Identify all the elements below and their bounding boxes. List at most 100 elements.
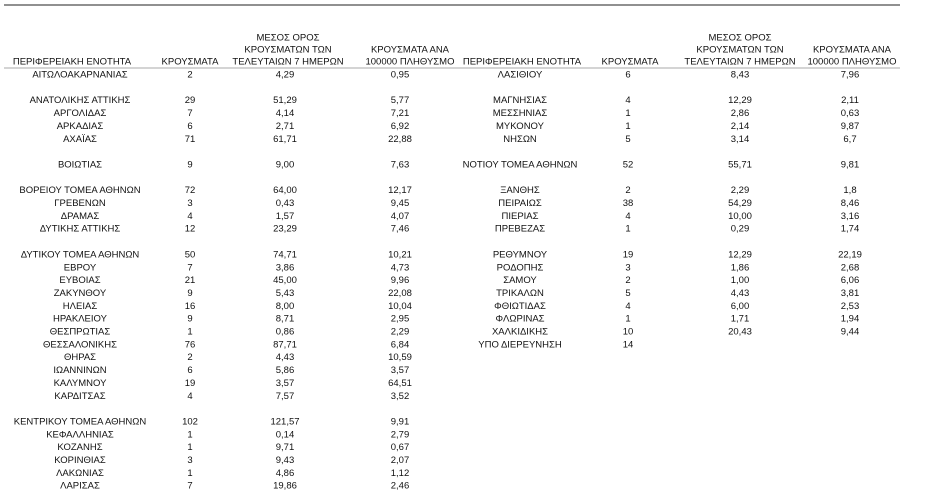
cell-value: 4 <box>625 301 630 312</box>
region-name: ΒΟΙΩΤΙΑΣ <box>58 159 102 170</box>
cell-value: 50 <box>185 249 196 260</box>
region-name: ΑΝΑΤΟΛΙΚΗΣ ΑΤΤΙΚΗΣ <box>30 95 131 106</box>
region-name: ΔΡΑΜΑΣ <box>61 211 100 222</box>
cell-value: 6,00 <box>731 301 750 312</box>
cell-value: 9,91 <box>391 416 410 427</box>
cell-value: 2 <box>187 70 192 81</box>
cell-value: 8,46 <box>841 198 860 209</box>
column-header: ΤΕΛΕΥΤΑΙΩΝ 7 ΗΜΕΡΩΝ <box>684 57 795 68</box>
cell-value: 72 <box>185 185 196 196</box>
cell-value: 9 <box>187 314 192 325</box>
cell-value: 9,87 <box>841 121 860 132</box>
cell-value: 12,29 <box>728 95 752 106</box>
region-name: ΑΡΓΟΛΙΔΑΣ <box>54 108 107 119</box>
region-name: ΜΑΓΝΗΣΙΑΣ <box>493 95 547 106</box>
column-header: 100000 ΠΛΗΘΥΣΜΟ <box>807 57 896 68</box>
cell-value: 8,71 <box>276 314 295 325</box>
region-name: ΚΕΝΤΡΙΚΟΥ ΤΟΜΕΑ ΑΘΗΝΩΝ <box>14 416 147 427</box>
region-name: ΑΙΤΩΛΟΑΚΑΡΝΑΝΙΑΣ <box>32 70 127 81</box>
cell-value: 64,00 <box>273 185 297 196</box>
cell-value: 2,53 <box>841 301 860 312</box>
region-name: ΡΕΘΥΜΝΟΥ <box>493 249 548 260</box>
cell-value: 3,86 <box>276 262 295 273</box>
cell-value: 0,67 <box>391 442 410 453</box>
cell-value: 2,86 <box>731 108 750 119</box>
cell-value: 22,19 <box>838 249 862 260</box>
cell-value: 1 <box>187 442 192 453</box>
cell-value: 6 <box>625 70 630 81</box>
cell-value: 1,8 <box>843 185 856 196</box>
column-header: ΤΕΛΕΥΤΑΙΩΝ 7 ΗΜΕΡΩΝ <box>232 57 343 68</box>
cell-value: 14 <box>623 339 634 350</box>
cell-value: 10,59 <box>388 352 412 363</box>
cell-value: 16 <box>185 301 196 312</box>
column-header: ΚΡΟΥΣΜΑΤΩΝ ΤΩΝ <box>244 45 331 56</box>
cell-value: 3 <box>187 198 192 209</box>
cell-value: 9,45 <box>391 198 410 209</box>
cell-value: 2,95 <box>391 314 410 325</box>
cell-value: 4 <box>625 95 630 106</box>
region-name: ΚΑΡΔΙΤΣΑΣ <box>54 391 105 402</box>
cell-value: 10,00 <box>728 211 752 222</box>
region-name: ΘΕΣΣΑΛΟΝΙΚΗΣ <box>43 339 117 350</box>
cell-value: 10,21 <box>388 249 412 260</box>
cell-value: 12,29 <box>728 249 752 260</box>
region-name: ΝΟΤΙΟΥ ΤΟΜΕΑ ΑΘΗΝΩΝ <box>463 159 578 170</box>
cell-value: 29 <box>185 95 196 106</box>
region-name: ΘΗΡΑΣ <box>64 352 96 363</box>
region-name: ΜΥΚΟΝΟΥ <box>496 121 545 132</box>
column-header: 100000 ΠΛΗΘΥΣΜΟ <box>365 57 454 68</box>
cell-value: 22,08 <box>388 288 412 299</box>
cell-value: 5,43 <box>276 288 295 299</box>
cell-value: 2,11 <box>841 95 859 106</box>
cell-value: 2,71 <box>276 121 295 132</box>
cell-value: 74,71 <box>273 249 297 260</box>
cell-value: 5 <box>625 134 630 145</box>
cell-value: 5 <box>625 288 630 299</box>
cell-value: 1,71 <box>731 314 750 325</box>
cell-value: 52 <box>623 159 634 170</box>
column-header: ΠΕΡΙΦΕΡΕΙΑΚΗ ΕΝΟΤΗΤΑ <box>13 57 132 68</box>
region-name: ΚΟΖΑΝΗΣ <box>57 442 102 453</box>
cell-value: 2,46 <box>391 481 410 492</box>
cell-value: 9,43 <box>276 455 295 466</box>
cell-value: 7 <box>187 481 192 492</box>
region-name: ΧΑΛΚΙΔΙΚΗΣ <box>492 327 548 338</box>
cell-value: 9,44 <box>841 327 860 338</box>
cell-value: 9 <box>187 159 192 170</box>
cell-value: 5,77 <box>391 95 410 106</box>
region-name: ΕΒΡΟΥ <box>64 262 97 273</box>
cell-value: 1 <box>187 468 192 479</box>
cell-value: 1 <box>625 224 630 235</box>
cell-value: 7,57 <box>276 391 295 402</box>
cell-value: 4,07 <box>391 211 410 222</box>
region-name: ΞΑΝΘΗΣ <box>500 185 540 196</box>
cell-value: 3 <box>625 262 630 273</box>
region-name: ΓΡΕΒΕΝΩΝ <box>54 198 106 209</box>
cell-value: 0,14 <box>276 429 295 440</box>
cell-value: 10,04 <box>388 301 412 312</box>
cell-value: 64,51 <box>388 378 412 389</box>
cell-value: 3 <box>187 455 192 466</box>
cell-value: 7,96 <box>841 70 860 81</box>
cell-value: 61,71 <box>273 134 297 145</box>
cell-value: 4 <box>187 391 192 402</box>
cell-value: 0,43 <box>276 198 295 209</box>
region-name: ΙΩΑΝΝΙΝΩΝ <box>53 365 106 376</box>
region-name: ΚΟΡΙΝΘΙΑΣ <box>54 455 106 466</box>
cell-value: 55,71 <box>728 159 752 170</box>
cell-value: 9,81 <box>841 159 860 170</box>
region-name: ΗΡΑΚΛΕΙΟΥ <box>53 314 108 325</box>
cell-value: 2,29 <box>731 185 750 196</box>
cell-value: 1,74 <box>841 224 860 235</box>
cell-value: 3,52 <box>391 391 410 402</box>
cell-value: 6,84 <box>391 339 410 350</box>
region-name: ΕΥΒΟΙΑΣ <box>59 275 100 286</box>
cell-value: 54,29 <box>728 198 752 209</box>
cell-value: 2 <box>187 352 192 363</box>
cell-value: 4,14 <box>276 108 295 119</box>
cell-value: 1,57 <box>276 211 295 222</box>
cell-value: 20,43 <box>728 327 752 338</box>
column-header: ΜΕΣΟΣ ΟΡΟΣ <box>256 33 319 44</box>
cell-value: 4,29 <box>276 70 295 81</box>
